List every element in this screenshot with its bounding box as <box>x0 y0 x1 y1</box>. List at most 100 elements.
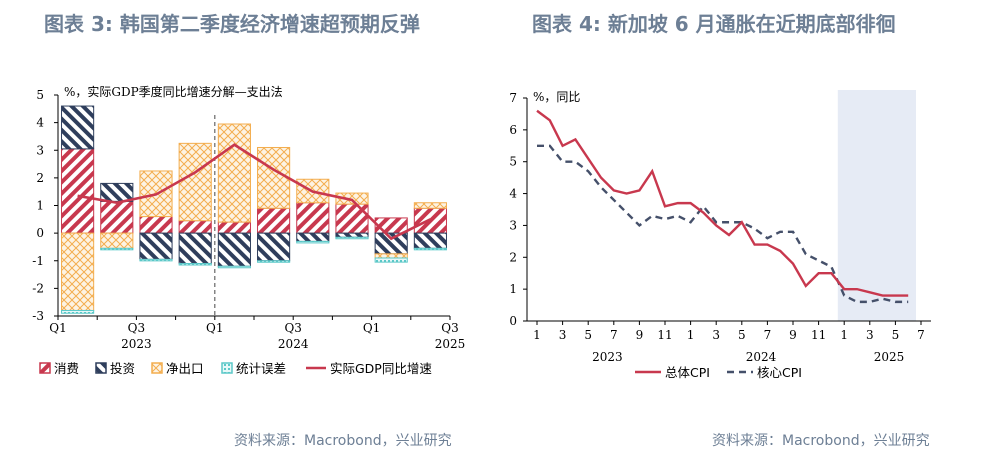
net-exports-bar <box>61 232 95 311</box>
x-tick-label: 9 <box>789 328 797 342</box>
stat-error-bar <box>217 265 251 269</box>
year-label: 2025 <box>435 337 466 351</box>
gdp-growth-line <box>77 143 431 241</box>
y-tick-label: -1 <box>32 254 44 268</box>
headline-cpi-line <box>536 109 909 297</box>
consumption-bar <box>217 221 251 234</box>
investment-bar <box>257 232 291 262</box>
y-tick-label: 4 <box>509 187 517 201</box>
x-tick-label: 9 <box>636 328 644 342</box>
y-tick-label: 1 <box>509 282 517 296</box>
investment-bar <box>217 232 251 267</box>
x-tick-label: 3 <box>866 328 874 342</box>
net-exports-bar <box>257 146 291 209</box>
stat-error-bar <box>178 263 212 266</box>
x-tick-label: 11 <box>657 328 672 342</box>
y-tick-label: 5 <box>509 155 517 169</box>
x-tick-label: Q1 <box>206 321 223 335</box>
x-tick-label: 1 <box>687 328 695 342</box>
legend-swatch <box>95 362 107 374</box>
stat-error-bar <box>296 240 330 244</box>
stat-error-bar <box>335 236 369 240</box>
right-source: 资料来源：Macrobond，兴业研究 <box>712 433 930 449</box>
legend-swatch <box>221 362 233 374</box>
y-tick-label: 3 <box>36 143 44 157</box>
y-tick-label: 2 <box>509 250 517 264</box>
x-tick-label: 7 <box>917 328 925 342</box>
gdp-decomposition-chart: 5 4 3 2 1 0 -1 -2 -3 Q1 Q3 Q1 Q3 Q1 Q3 2023 2024 2025 %，实… <box>32 84 466 376</box>
stat-error-bar <box>374 257 408 263</box>
y-tick-label: 3 <box>509 218 517 232</box>
net-exports-bar <box>335 192 369 205</box>
investment-bar <box>335 232 369 238</box>
legend-swatch <box>39 362 51 374</box>
right-unit-label: %，同比 <box>533 90 580 104</box>
investment-bar <box>374 232 408 255</box>
year-label: 2024 <box>278 337 309 351</box>
x-tick-label: 7 <box>764 328 772 342</box>
legend-swatch <box>151 362 163 374</box>
investment-bar <box>100 182 134 202</box>
x-tick-label: Q3 <box>441 321 458 335</box>
net-exports-bar <box>374 253 408 259</box>
legend-label: 净出口 <box>166 361 204 376</box>
left-unit-label: %，实际GDP季度同比增速分解—支出法 <box>64 84 283 99</box>
consumption-bar <box>178 220 212 234</box>
year-label: 2023 <box>121 337 152 351</box>
x-tick-label: 5 <box>892 328 900 342</box>
left-chart-title: 图表 3: 韩国第二季度经济增速超预期反弹 <box>44 12 420 36</box>
x-tick-label: 7 <box>610 328 618 342</box>
consumption-bar <box>296 202 330 234</box>
x-tick-label: Q3 <box>284 321 301 335</box>
year-label: 2024 <box>746 350 777 364</box>
net-exports-bar <box>413 202 447 209</box>
x-tick-label: 5 <box>738 328 746 342</box>
y-tick-label: 6 <box>509 123 517 137</box>
stat-error-bar <box>61 309 95 314</box>
x-tick-label: 11 <box>811 328 826 342</box>
left-source: 资料来源：Macrobond，兴业研究 <box>234 433 452 449</box>
consumption-bar <box>335 203 369 234</box>
x-tick-label: Q1 <box>363 321 380 335</box>
y-tick-label: 5 <box>36 88 44 102</box>
y-tick-label: 0 <box>36 226 44 240</box>
consumption-bar <box>61 148 95 234</box>
legend-label: 投资 <box>110 361 135 376</box>
legend-label: 核心CPI <box>757 365 802 380</box>
legend-label: 统计误差 <box>236 361 286 376</box>
year-label: 2025 <box>874 350 905 364</box>
x-tick-label: Q1 <box>49 321 66 335</box>
x-tick-label: 3 <box>559 328 567 342</box>
y-tick-label: 7 <box>509 91 517 105</box>
stat-error-bar <box>100 247 134 251</box>
x-tick-label: 3 <box>712 328 720 342</box>
y-tick-label: 4 <box>36 116 44 130</box>
shaded-period <box>837 90 916 321</box>
investment-bar <box>139 232 173 260</box>
net-exports-bar <box>178 142 212 222</box>
y-tick-label: -2 <box>32 281 44 295</box>
net-exports-bar <box>100 232 134 249</box>
x-tick-label: 1 <box>533 328 541 342</box>
net-exports-bar <box>217 123 251 223</box>
investment-bar <box>296 232 330 242</box>
investment-bar <box>178 232 212 265</box>
consumption-bar <box>100 200 134 234</box>
right-chart-title: 图表 4: 新加坡 6 月通胀在近期底部徘徊 <box>532 12 896 36</box>
investment-bar <box>413 232 447 249</box>
consumption-bar <box>139 216 173 234</box>
legend-label: 消费 <box>54 361 79 376</box>
legend-label: 实际GDP同比增速 <box>330 361 432 376</box>
stat-error-bar <box>139 258 173 262</box>
core-cpi-line <box>537 144 909 304</box>
y-tick-label: 1 <box>36 199 44 213</box>
x-tick-label: 1 <box>840 328 848 342</box>
year-label: 2023 <box>592 350 623 364</box>
y-tick-label: 0 <box>509 314 517 328</box>
y-tick-label: -3 <box>32 309 44 323</box>
legend-label: 总体CPI <box>665 365 710 380</box>
investment-bar <box>61 105 95 150</box>
x-tick-label: 5 <box>584 328 592 342</box>
stat-error-bar <box>413 247 447 251</box>
